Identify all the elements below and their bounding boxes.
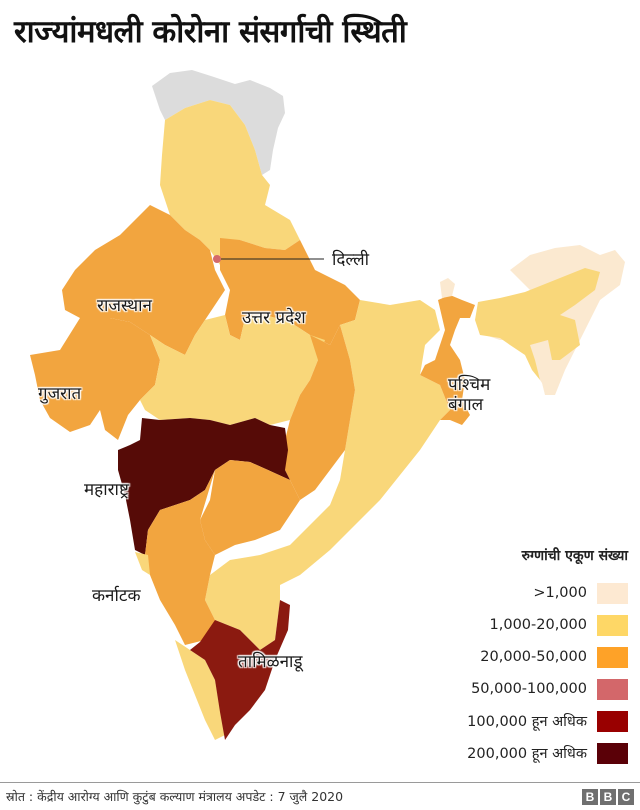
- legend-swatch: [597, 710, 628, 732]
- region-maharashtra: [118, 418, 290, 555]
- region-north-nodata: [152, 70, 285, 175]
- legend-item: 50,000-100,000: [428, 673, 628, 705]
- legend-item: 200,000 हून अधिक: [428, 737, 628, 769]
- legend-label: 200,000 हून अधिक: [467, 746, 587, 762]
- label-uttar-pradesh: उत्तर प्रदेश: [242, 308, 306, 328]
- legend-swatch: [597, 646, 628, 668]
- label-tamil-nadu: तामिळनाडू: [238, 652, 303, 672]
- region-sikkim: [440, 278, 455, 298]
- region-north-yellow: [160, 100, 300, 265]
- region-gujarat: [30, 318, 160, 440]
- page-title: राज्यांमधली कोरोना संसर्गाची स्थिती: [14, 14, 407, 50]
- region-assam: [475, 268, 600, 380]
- bbc-logo-block: B: [582, 789, 598, 805]
- legend-label: 20,000-50,000: [480, 649, 587, 665]
- legend-item: >1,000: [428, 577, 628, 609]
- footer-divider: [0, 782, 640, 783]
- label-west-bengal-2: बंगाल: [448, 395, 484, 415]
- region-karnataka: [145, 470, 225, 645]
- region-telangana: [200, 460, 300, 555]
- bbc-logo-block: B: [600, 789, 616, 805]
- legend-label: 100,000 हून अधिक: [467, 714, 587, 730]
- legend-item: 100,000 हून अधिक: [428, 705, 628, 737]
- region-delhi: [213, 255, 221, 263]
- label-rajasthan: राजस्थान: [97, 296, 152, 316]
- india-map: [30, 70, 625, 740]
- legend-swatch: [597, 678, 628, 700]
- label-karnataka: कर्नाटक: [92, 586, 141, 606]
- legend-label: 50,000-100,000: [471, 681, 587, 697]
- region-chhattisgarh: [280, 325, 355, 500]
- region-northeast-pale-south: [530, 340, 555, 392]
- legend-swatch: [597, 582, 628, 604]
- region-kerala: [175, 640, 225, 740]
- legend-swatch: [597, 614, 628, 636]
- region-uttar-pradesh: [220, 238, 360, 345]
- bbc-logo: B B C: [582, 789, 634, 805]
- label-west-bengal-1: पश्चिम: [448, 375, 491, 395]
- label-maharashtra: महाराष्ट्र: [84, 480, 129, 500]
- label-gujarat: गुजरात: [38, 384, 82, 404]
- legend-item: 20,000-50,000: [428, 641, 628, 673]
- legend-label: 1,000-20,000: [489, 617, 587, 633]
- legend: रुग्णांची एकूण संख्या >1,000 1,000-20,00…: [428, 546, 628, 769]
- region-madhya-pradesh: [140, 315, 325, 425]
- region-rajasthan: [62, 205, 225, 355]
- source-note: स्रोत : केंद्रीय आरोग्य आणि कुटुंब कल्या…: [6, 789, 344, 804]
- legend-item: 1,000-20,000: [428, 609, 628, 641]
- label-delhi: दिल्ली: [332, 250, 370, 270]
- region-goa: [135, 552, 150, 575]
- region-tamil-nadu: [190, 600, 290, 740]
- legend-title: रुग्णांची एकूण संख्या: [521, 548, 628, 564]
- legend-label: >1,000: [533, 585, 587, 601]
- legend-swatch: [597, 742, 628, 764]
- bbc-logo-block: C: [618, 789, 634, 805]
- region-east-yellow: [205, 300, 450, 650]
- region-west-bengal: [420, 295, 475, 425]
